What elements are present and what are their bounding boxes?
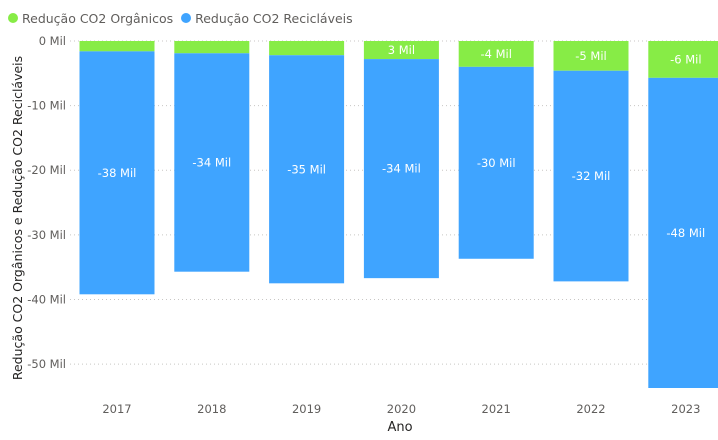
bar-organicos-2018[interactable] xyxy=(174,41,250,54)
bar-organicos-2023[interactable] xyxy=(648,41,718,78)
legend-item-reciclaveis[interactable]: Redução CO2 Recicláveis xyxy=(181,11,353,26)
bar-organicos-2021[interactable] xyxy=(458,41,534,67)
bar-reciclaveis-2017[interactable] xyxy=(79,51,155,295)
bar-reciclaveis-2020[interactable] xyxy=(363,59,439,279)
y-axis-title: Redução CO2 Orgânicos e Redução CO2 Reci… xyxy=(10,56,25,380)
legend-label-organicos: Redução CO2 Orgânicos xyxy=(22,10,174,26)
data-label: -6 Mil xyxy=(670,52,701,66)
y-axis-ticks: 0 Mil -10 Mil -20 Mil -30 Mil -40 Mil -50 Mil xyxy=(27,34,66,371)
bar-organicos-2017[interactable] xyxy=(79,41,155,52)
data-label: -4 Mil xyxy=(480,47,511,61)
data-label: -32 Mil xyxy=(572,169,611,183)
bar-reciclaveis-2022[interactable] xyxy=(553,70,629,282)
data-label: -34 Mil xyxy=(382,162,421,176)
x-tick-label: 2017 xyxy=(102,402,131,416)
bar-reciclaveis-2018[interactable] xyxy=(174,53,250,272)
legend-marker-organicos xyxy=(8,13,18,23)
data-label: 3 Mil xyxy=(388,43,415,57)
bar-reciclaveis-2023[interactable] xyxy=(648,77,718,389)
data-label: -48 Mil xyxy=(666,226,705,240)
y-tick-label: 0 Mil xyxy=(39,34,66,48)
bar-reciclaveis-2021[interactable] xyxy=(458,66,534,259)
y-tick-label: -20 Mil xyxy=(27,163,66,177)
legend-item-organicos[interactable]: Redução CO2 Orgânicos xyxy=(8,11,173,26)
y-tick-label: -10 Mil xyxy=(27,99,66,113)
x-tick-label: 2019 xyxy=(292,402,321,416)
bar-organicos-2022[interactable] xyxy=(553,41,629,71)
data-label: -30 Mil xyxy=(477,156,516,170)
x-axis-ticks: 2017 2018 2019 2020 2021 2022 2023 xyxy=(102,402,700,416)
data-label: -5 Mil xyxy=(575,49,606,63)
data-label: -35 Mil xyxy=(287,162,326,176)
y-tick-label: -50 Mil xyxy=(27,357,66,371)
y-tick-label: -40 Mil xyxy=(27,292,66,306)
bars xyxy=(79,41,718,389)
legend-marker-reciclaveis xyxy=(181,13,192,23)
data-label: -34 Mil xyxy=(192,155,231,169)
legend-label-reciclaveis: Redução CO2 Recicláveis xyxy=(195,10,353,26)
x-axis-title: Ano xyxy=(387,420,412,435)
x-tick-label: 2023 xyxy=(671,402,700,416)
x-tick-label: 2022 xyxy=(576,402,605,416)
data-label: -38 Mil xyxy=(98,166,137,180)
x-tick-label: 2018 xyxy=(197,402,226,416)
legend: Redução CO2 Orgânicos Redução CO2 Recicl… xyxy=(8,8,361,28)
y-tick-label: -30 Mil xyxy=(27,228,66,242)
x-tick-label: 2020 xyxy=(387,402,416,416)
bar-organicos-2020[interactable] xyxy=(363,41,439,60)
x-tick-label: 2021 xyxy=(482,402,511,416)
bar-reciclaveis-2019[interactable] xyxy=(269,55,345,284)
bar-organicos-2019[interactable] xyxy=(269,41,345,56)
data-labels: -38 Mil -34 Mil -35 Mil 3 Mil -34 Mil -4 Mil -… xyxy=(98,43,706,240)
